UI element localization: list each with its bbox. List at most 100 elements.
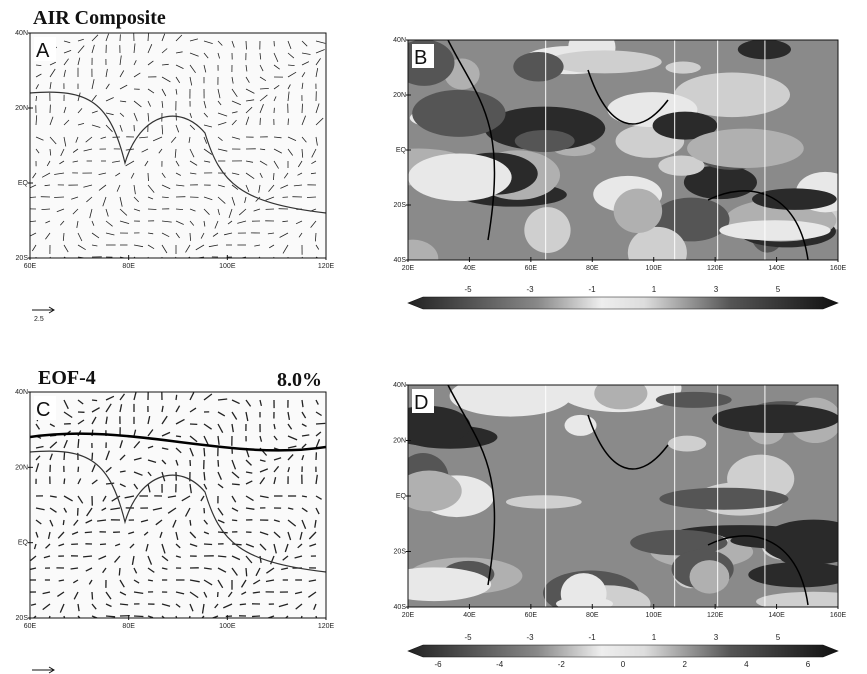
wind-vector: [77, 244, 86, 251]
wind-vector: [189, 172, 197, 175]
wind-vector: [91, 407, 100, 413]
map-frame: [29, 32, 327, 259]
wind-vector: [105, 395, 115, 401]
wind-vector: [273, 435, 278, 441]
wind-vector: [133, 440, 141, 449]
colorbar-label: -4: [496, 660, 504, 669]
wind-vector: [119, 454, 126, 461]
wind-vector: [266, 567, 275, 574]
wind-vector: [105, 603, 112, 608]
wind-vector: [91, 44, 95, 54]
wind-vector: [147, 579, 154, 582]
wind-vector: [118, 567, 121, 576]
shaded-region: [748, 562, 838, 588]
wind-vector: [259, 160, 268, 166]
wind-vector: [269, 555, 275, 565]
wind-vector: [259, 148, 266, 151]
wind-vector: [119, 579, 125, 588]
wind-vector: [200, 232, 205, 239]
map-frame: [29, 391, 327, 619]
wind-vector: [259, 531, 269, 536]
wind-vector: [214, 220, 219, 229]
shaded-region: [689, 560, 730, 594]
wind-vector: [301, 136, 307, 143]
wind-vector: [49, 453, 53, 461]
x-tick-label: 80E: [122, 263, 135, 270]
wind-vector: [147, 232, 154, 235]
wind-vector: [259, 459, 266, 463]
wind-vector: [175, 418, 185, 425]
wind-vector: [287, 454, 294, 461]
wind-vector: [45, 232, 51, 240]
y-tick-label: EQ: [396, 493, 407, 500]
wind-vector: [175, 232, 180, 239]
wind-vector: [102, 567, 107, 574]
wind-vector: [284, 543, 289, 553]
wind-vector: [119, 591, 127, 596]
wind-vector: [217, 100, 222, 106]
wind-vector: [217, 184, 225, 188]
wind-vector: [119, 112, 125, 117]
wind-vector: [35, 148, 40, 154]
wind-vector: [35, 423, 41, 430]
wind-vector: [46, 160, 51, 167]
wind-vector: [298, 232, 303, 238]
y-tick-label: EQ: [18, 540, 29, 547]
shaded-region: [505, 495, 582, 509]
wind-vector: [231, 411, 238, 420]
wind-vector: [189, 483, 192, 494]
shaded-region: [667, 435, 707, 452]
wind-vector: [203, 100, 207, 109]
wind-vector: [75, 136, 79, 143]
wind-vector: [245, 480, 253, 485]
wind-vector: [315, 58, 321, 66]
wind-vector: [147, 445, 154, 449]
wind-vector: [231, 76, 234, 84]
wind-vector: [72, 208, 79, 215]
wind-vector: [188, 136, 191, 143]
wind-vector: [147, 100, 151, 107]
wind-vector: [203, 148, 213, 155]
wind-vector: [217, 459, 220, 467]
wind-vector: [105, 591, 112, 600]
x-tick-label: 60E: [525, 612, 538, 619]
wind-vector: [217, 579, 224, 589]
x-tick-label: 60E: [24, 263, 37, 270]
y-tick-label: EQ: [396, 147, 407, 154]
wind-vector: [225, 615, 233, 618]
y-tick-label: EQ: [18, 180, 29, 187]
wind-vector: [208, 244, 219, 248]
wind-vector: [89, 208, 93, 219]
wind-vector: [299, 531, 303, 540]
wind-vector: [175, 51, 183, 54]
wind-vector: [217, 88, 221, 99]
wind-vector: [287, 40, 292, 50]
panel-label: B: [414, 47, 427, 69]
wind-vector: [189, 543, 198, 548]
wind-vector: [273, 423, 276, 430]
wind-vector: [147, 196, 154, 200]
shaded-region: [719, 220, 831, 241]
wind-vector: [35, 507, 45, 511]
wind-vector: [54, 196, 65, 198]
wind-vector: [147, 429, 154, 437]
wind-vector: [203, 519, 209, 525]
wind-vector: [59, 220, 65, 226]
wind-vector: [189, 447, 194, 457]
wind-vector: [105, 33, 109, 42]
y-tick-label: 40N: [15, 30, 28, 37]
shaded-region: [756, 591, 838, 607]
wind-vector: [152, 507, 163, 511]
wind-vector: [175, 184, 185, 187]
wind-vector: [42, 591, 51, 595]
wind-vector: [63, 50, 72, 54]
x-tick-label: 40E: [463, 612, 476, 619]
wind-vector: [255, 567, 261, 577]
wind-vector: [100, 136, 107, 139]
wind-vector: [62, 232, 65, 241]
wind-vector: [301, 519, 307, 529]
wind-vector: [32, 615, 37, 618]
